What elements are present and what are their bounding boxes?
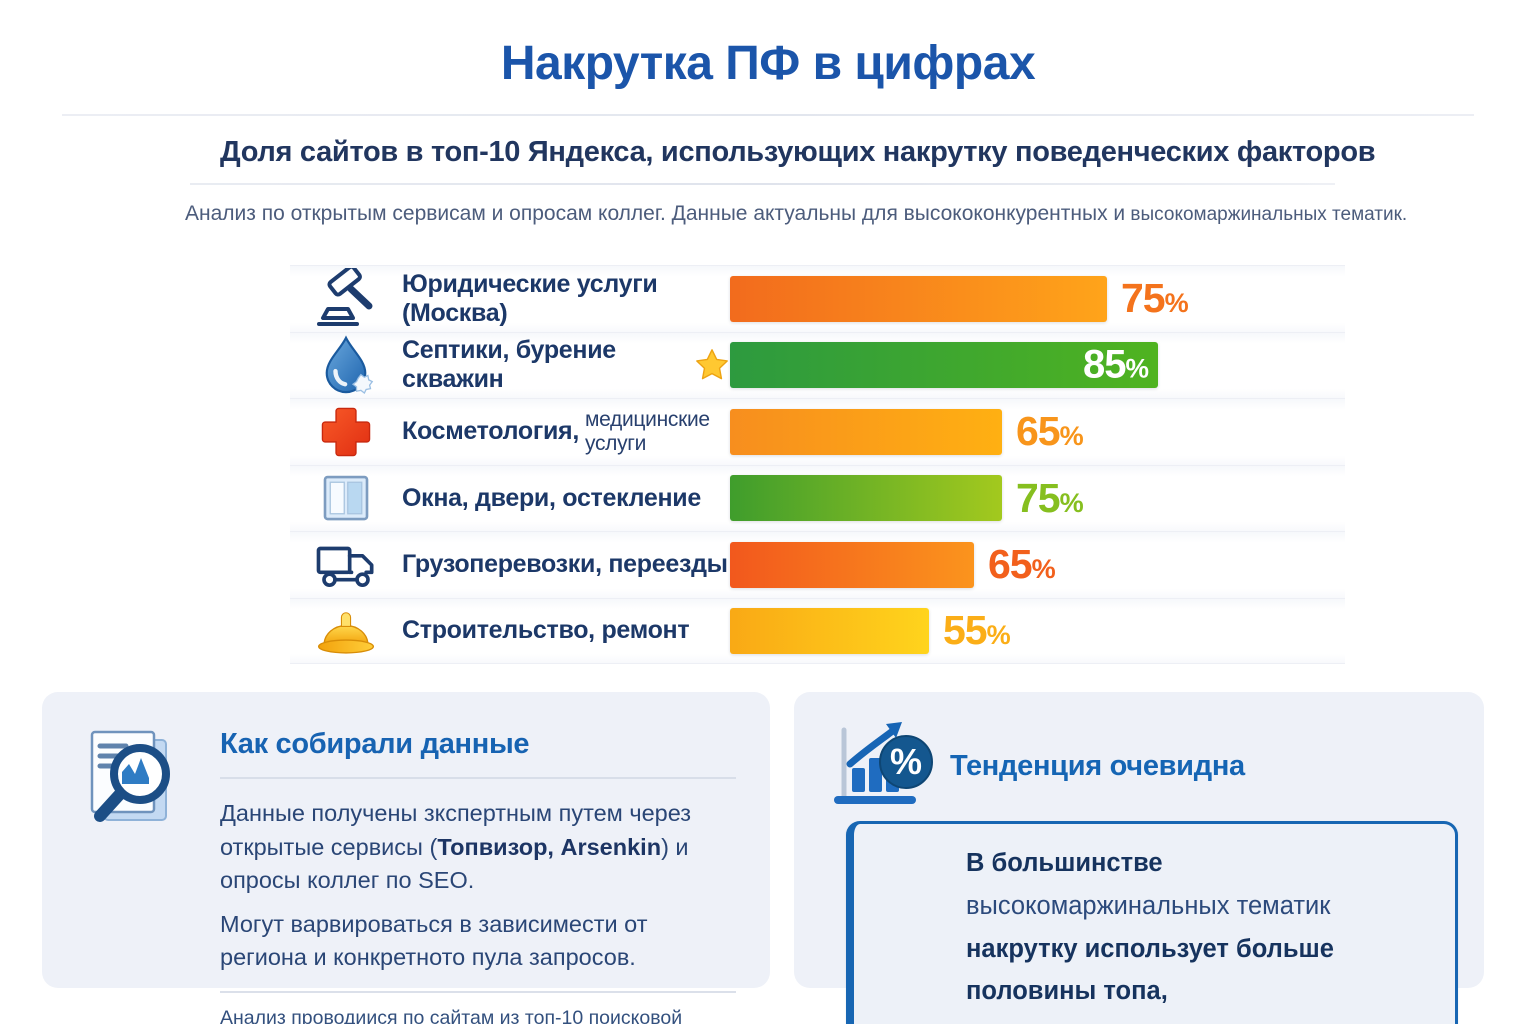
bar-value: 65% [988, 541, 1056, 588]
gavel-icon [290, 267, 402, 330]
medical-cross-icon [290, 403, 402, 461]
chart-subtitle-main: Анализ по открытым сервисам и опросам ко… [185, 202, 1126, 225]
document-magnifier-icon [70, 714, 220, 1024]
bar-value: 65% [1016, 408, 1084, 455]
trend-chart-icon: % [830, 716, 938, 817]
bar-windows [730, 475, 1002, 522]
header-divider [62, 114, 1474, 116]
methodology-body: Данные получены зкспертным путем через о… [220, 797, 736, 975]
chart-title: Доля сайтов в топ-10 Яндекса, использующ… [220, 136, 1376, 168]
bar-value: 75% [1121, 275, 1189, 322]
bar-transport [730, 541, 974, 588]
bar-label: Косметология, [402, 417, 579, 446]
methodology-text: Данные получены зкспертным путем через о… [220, 800, 692, 860]
trend-card: % Тенденция очевидна В большинстве высок… [794, 692, 1484, 1024]
chart-subtitle-tail: высокомаржинальных тематик. [1125, 204, 1408, 225]
page-title: Накрутка ПФ в цифрах [500, 37, 1036, 90]
svg-text:%: % [890, 741, 922, 782]
chart-row-septic: Септики, бурение скважин 85% [290, 331, 1345, 398]
bar-medical [730, 408, 1002, 455]
bar-chart: Юридические услуги (Москва) 75% [290, 265, 1345, 664]
methodology-card: Как собирали данные Данные получены зксп… [42, 692, 770, 1024]
bar-label: Грузоперевозки, переезды [402, 550, 728, 579]
bar-construction [730, 607, 929, 654]
trend-callout-box: В большинстве высокомаржинальных тематик… [846, 821, 1458, 1024]
bar-label: Строительство, ремонт [402, 616, 690, 645]
chart-row-medical: Косметология, медицинские услуги 65% [290, 398, 1345, 465]
trend-heading: Тенденция очевидна [950, 750, 1245, 782]
bar-value: 55% [943, 607, 1011, 654]
trend-line-3: а в некоторых — практически все сайты. [966, 1013, 1431, 1024]
trend-line-1: В большинстве высокомаржинальных тематик [966, 849, 1331, 920]
methodology-heading: Как собирали данные [220, 728, 530, 760]
subtitle-divider [190, 183, 1335, 185]
bar-value: 75% [1016, 474, 1084, 521]
bar-value: 85% [1083, 342, 1149, 387]
chart-subtitle: Анализ по открытым сервисам и опросам ко… [185, 202, 1407, 226]
bar-septic: 85% [730, 342, 1158, 389]
window-icon [290, 470, 402, 526]
methodology-text-line2: Могут варвироваться в зависимести от рег… [220, 910, 648, 971]
bar-label-secondary: медицинские услуги [584, 407, 710, 455]
hardhat-icon [290, 604, 402, 658]
bar-label: Септики, бурение скважин [402, 336, 616, 394]
truck-icon [290, 537, 402, 593]
methodology-footnote: Анализ проводиися по сайтам из топ-10 по… [220, 1006, 683, 1024]
chart-row-transport: Грузоперевозки, переезды 65% [290, 531, 1345, 598]
methodology-text-post: ) и опросы коллег по SEO. [220, 833, 689, 894]
chart-row-legal: Юридические услуги (Москва) 75% [290, 265, 1345, 332]
methodology-footer-divider [220, 990, 736, 993]
water-drop-icon [290, 334, 402, 396]
chart-row-windows: Окна, двери, остекление 75% [290, 464, 1345, 531]
methodology-services: Топвизор, Arsenkin [437, 833, 662, 860]
bar-legal [730, 275, 1107, 322]
bar-label: Юридические услуги (Москва) [402, 269, 658, 327]
star-icon [694, 347, 730, 383]
bar-label: Окна, двери, остекление [402, 483, 701, 512]
chart-row-construction: Строительство, ремонт 55% [290, 597, 1345, 664]
methodology-divider [220, 777, 736, 779]
trend-line-2: накрутку использует больше половины топа… [966, 934, 1334, 1006]
